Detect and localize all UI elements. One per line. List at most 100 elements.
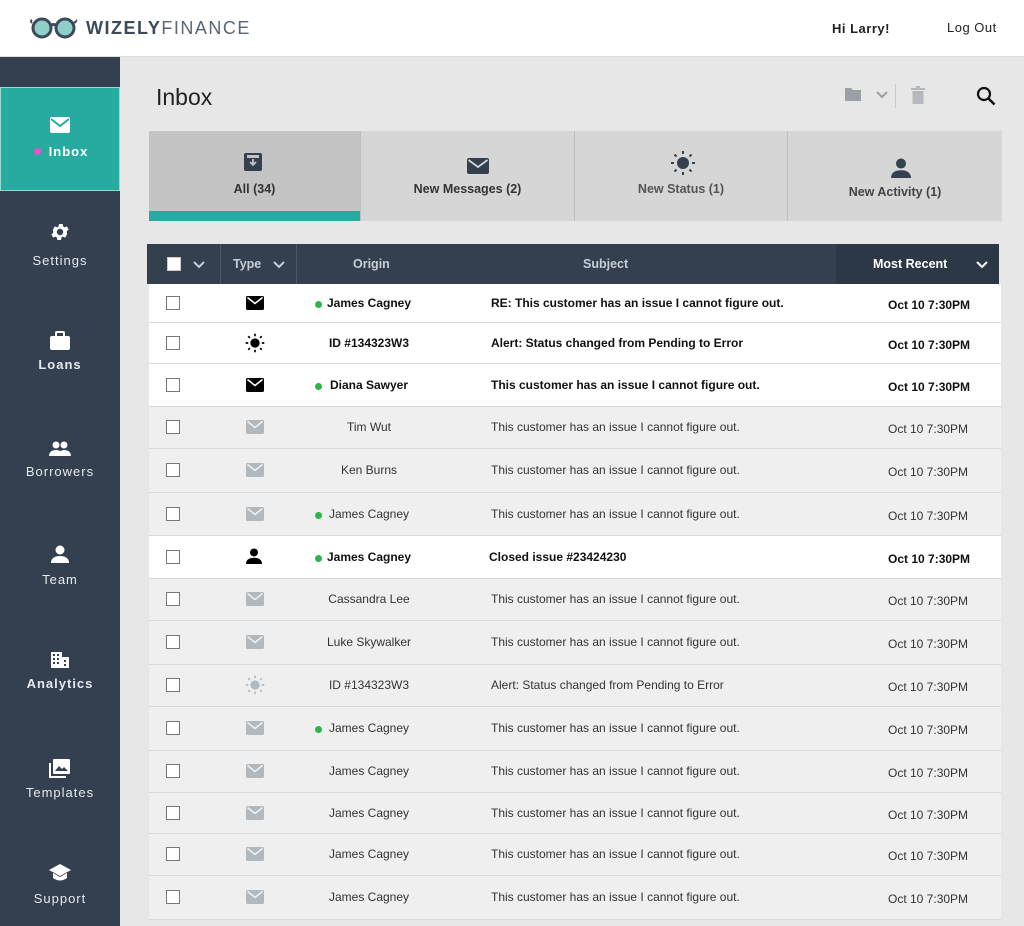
chevron-down-icon[interactable] — [193, 261, 205, 269]
row-origin: Tim Wut — [347, 420, 391, 434]
folder-icon — [845, 88, 861, 101]
table-header: Type Origin Subject Most Recent — [147, 244, 999, 284]
tab-all[interactable]: All (34) — [149, 131, 361, 221]
row-date: Oct 10 7:30PM — [888, 338, 971, 352]
envelope-icon — [246, 764, 264, 778]
row-checkbox[interactable] — [166, 678, 180, 692]
graduation-cap-icon — [49, 864, 71, 881]
row-checkbox[interactable] — [166, 296, 180, 310]
row-checkbox[interactable] — [166, 890, 180, 904]
row-checkbox[interactable] — [166, 635, 180, 649]
row-date: Oct 10 7:30PM — [888, 849, 969, 863]
row-date: Oct 10 7:30PM — [888, 680, 969, 694]
row-origin: Cassandra Lee — [328, 592, 410, 606]
table-row[interactable]: ID #134323W3 Alert: Status changed from P… — [149, 323, 1001, 364]
row-subject: This customer has an issue I cannot figu… — [491, 592, 740, 606]
tab-new-messages[interactable]: New Messages (2) — [361, 131, 575, 221]
row-checkbox[interactable] — [166, 550, 180, 564]
row-checkbox[interactable] — [166, 420, 180, 434]
row-origin: Diana Sawyer — [329, 378, 409, 392]
sidebar-item-loans[interactable]: Loans — [0, 297, 120, 401]
row-date: Oct 10 7:30PM — [888, 892, 969, 906]
move-to-folder-button[interactable] — [844, 86, 888, 106]
person-icon — [246, 548, 264, 564]
row-date: Oct 10 7:30PM — [888, 465, 969, 479]
table-row[interactable]: Ken Burns This customer has an issue I ca… — [149, 449, 1001, 493]
column-header-type[interactable]: Type — [233, 257, 262, 271]
row-checkbox[interactable] — [166, 336, 180, 350]
sidebar-item-borrowers[interactable]: Borrowers — [0, 403, 120, 507]
brand-logo[interactable]: WIZELYFINANCE — [30, 17, 251, 39]
sidebar-item-inbox[interactable]: Inbox — [0, 87, 120, 191]
logout-link[interactable]: Log Out — [947, 20, 997, 35]
row-origin: James Cagney — [328, 507, 410, 521]
row-subject: This customer has an issue I cannot figu… — [491, 635, 740, 649]
table-row[interactable]: James Cagney This customer has an issue I… — [149, 751, 1001, 793]
sidebar-item-support[interactable]: Support — [0, 827, 120, 926]
table-row[interactable]: James Cagney This customer has an issue I… — [149, 493, 1001, 536]
table-row[interactable]: James Cagney RE: This customer has an iss… — [149, 284, 1001, 323]
row-checkbox[interactable] — [166, 378, 180, 392]
sort-dropdown[interactable]: Most Recent — [836, 244, 999, 284]
table-row[interactable]: Tim Wut This customer has an issue I cann… — [149, 407, 1001, 449]
row-origin: James Cagney — [328, 721, 410, 735]
sidebar-item-label: Loans — [38, 357, 82, 372]
sidebar-item-label: Team — [42, 572, 78, 587]
toolbar-divider — [895, 84, 896, 108]
top-header: WIZELYFINANCE Hi Larry! Log Out — [0, 0, 1024, 57]
column-divider — [220, 244, 221, 284]
row-origin: ID #134323W3 — [328, 336, 410, 350]
row-date: Oct 10 7:30PM — [888, 808, 969, 822]
row-checkbox[interactable] — [166, 463, 180, 477]
search-icon[interactable] — [976, 86, 996, 106]
inbox-toolbar — [840, 84, 1010, 110]
sidebar-item-templates[interactable]: Templates — [0, 721, 120, 825]
tab-new-status[interactable]: New Status (1) — [575, 131, 788, 221]
sidebar-item-team[interactable]: Team — [0, 509, 120, 613]
table-row[interactable]: James Cagney This customer has an issue I… — [149, 793, 1001, 834]
sidebar-item-analytics[interactable]: Analytics — [0, 615, 120, 719]
row-origin: Ken Burns — [340, 463, 398, 477]
row-checkbox[interactable] — [166, 507, 180, 521]
envelope-icon — [246, 847, 264, 861]
envelope-icon — [246, 420, 264, 434]
row-checkbox[interactable] — [166, 721, 180, 735]
envelope-icon — [467, 158, 489, 174]
row-subject: This customer has an issue I cannot figu… — [491, 806, 740, 820]
sort-label: Most Recent — [873, 257, 948, 271]
table-row[interactable]: James Cagney This customer has an issue I… — [149, 707, 1001, 751]
row-subject: This customer has an issue I cannot figu… — [491, 378, 760, 392]
table-row[interactable]: ID #134323W3 Alert: Status changed from P… — [149, 665, 1001, 707]
table-row[interactable]: Luke Skywalker This customer has an issue… — [149, 621, 1001, 665]
row-origin: James Cagney — [328, 764, 410, 778]
row-date: Oct 10 7:30PM — [888, 723, 969, 737]
trash-icon[interactable] — [910, 86, 926, 104]
envelope-icon — [246, 296, 264, 310]
row-subject: RE: This customer has an issue I cannot … — [491, 296, 784, 310]
sidebar-item-label: Borrowers — [25, 464, 95, 479]
table-row[interactable]: Cassandra Lee This customer has an issue … — [149, 579, 1001, 621]
unread-indicator-dot — [315, 301, 322, 308]
table-row[interactable]: James Cagney Closed issue #23424230 Oct 10… — [149, 536, 1001, 579]
inbox-filter-tabs: All (34) New Messages (2) New Status (1)… — [149, 131, 1002, 221]
row-subject: Alert: Status changed from Pending to Er… — [491, 336, 744, 350]
table-row[interactable]: James Cagney This customer has an issue I… — [149, 834, 1001, 876]
row-origin: Luke Skywalker — [326, 635, 412, 649]
table-row[interactable]: Diana Sawyer This customer has an issue I… — [149, 364, 1001, 407]
row-subject: Alert: Status changed from Pending to Er… — [491, 678, 724, 692]
row-checkbox[interactable] — [166, 592, 180, 606]
row-origin: James Cagney — [326, 550, 412, 564]
select-all-checkbox[interactable] — [167, 257, 181, 271]
row-subject: Closed issue #23424230 — [489, 550, 627, 564]
table-row[interactable]: James Cagney This customer has an issue I… — [149, 876, 1001, 920]
row-checkbox[interactable] — [166, 764, 180, 778]
sidebar: Inbox Settings Loans Borrowers Team Anal… — [0, 57, 120, 926]
row-subject: This customer has an issue I cannot figu… — [491, 721, 740, 735]
sidebar-item-settings[interactable]: Settings — [0, 193, 120, 297]
row-checkbox[interactable] — [166, 847, 180, 861]
row-checkbox[interactable] — [166, 806, 180, 820]
chevron-down-icon[interactable] — [273, 261, 285, 269]
tab-new-activity[interactable]: New Activity (1) — [788, 131, 1002, 221]
brand-name-light: FINANCE — [161, 18, 251, 38]
row-date: Oct 10 7:30PM — [888, 594, 969, 608]
